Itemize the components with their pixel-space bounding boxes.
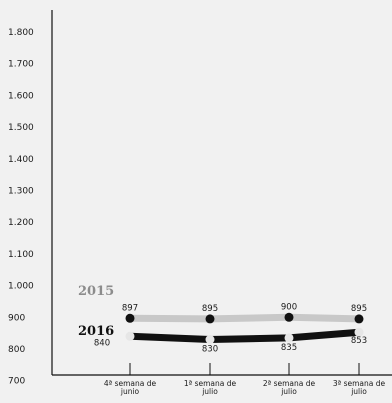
data-point-marker [125,331,135,341]
data-label: 900 [281,302,297,312]
series-2015-data-labels: 897 895 900 895 [122,302,367,314]
data-label: 830 [202,345,218,355]
data-label: 895 [202,304,218,314]
series-2016-markers [125,327,364,344]
series-2016-data-labels: 840 830 835 853 [94,336,367,354]
x-tick-label: 2ª semana de [263,379,316,388]
series-2015-label: 2015 [78,284,114,299]
x-tick-label: junio [120,387,140,396]
y-tick-label: 1.500 [8,123,34,133]
data-label: 853 [351,336,367,346]
series-2015: 897 895 900 895 2015 [78,284,367,324]
y-tick-label: 900 [8,313,25,323]
x-tick-label: julio [350,387,367,396]
data-label: 840 [94,338,110,348]
x-tick-label: 1ª semana de [184,379,237,388]
y-tick-label: 1.700 [8,60,34,70]
y-tick-label: 1.300 [8,187,34,197]
data-label: 835 [281,343,297,353]
series-2016-line [126,328,363,343]
data-point-marker [125,313,135,323]
y-tick-label: 700 [8,377,25,387]
x-tick-label: 4ª semana de [104,379,157,388]
series-2015-line [126,313,363,323]
data-point-marker [205,314,215,324]
y-tick-label: 800 [8,345,25,355]
data-label: 897 [122,303,138,313]
data-point-marker [284,333,294,343]
y-tick-label: 1.600 [8,91,34,101]
y-tick-labels: 1.800 1.700 1.600 1.500 1.400 1.300 1.200 1.100… [8,28,34,387]
y-tick-label: 1.000 [8,282,34,292]
y-tick-label: 1.100 [8,250,34,260]
x-tick-label: julio [201,387,218,396]
data-point-marker [354,327,364,337]
series-2015-markers [125,312,364,324]
y-tick-label: 1.800 [8,28,34,38]
data-point-marker [205,335,215,344]
x-tick-label: julio [280,387,297,396]
y-tick-label: 1.400 [8,155,34,165]
data-point-marker [284,312,294,322]
y-tick-label: 1.200 [8,218,34,228]
data-point-marker [354,314,364,324]
series-2016: 840 830 835 853 2016 [78,324,367,355]
data-label: 895 [351,304,367,314]
series-2016-label: 2016 [78,324,114,339]
x-tick-label: 3ª semana de [333,379,386,388]
